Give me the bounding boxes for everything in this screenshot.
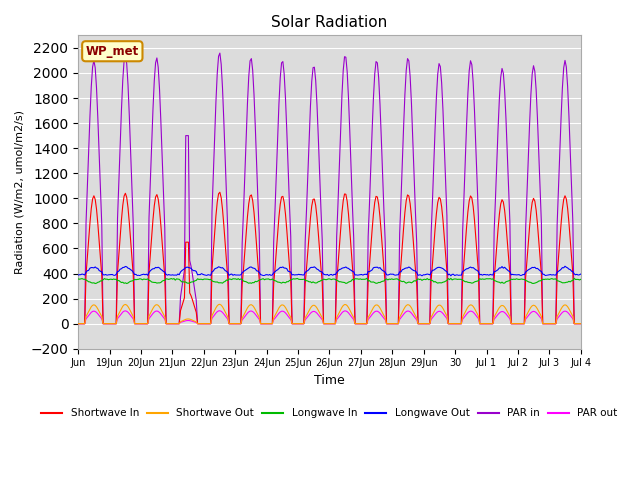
Legend: Shortwave In, Shortwave Out, Longwave In, Longwave Out, PAR in, PAR out: Shortwave In, Shortwave Out, Longwave In… [37,404,621,422]
Y-axis label: Radiation (W/m2, umol/m2/s): Radiation (W/m2, umol/m2/s) [15,110,25,274]
X-axis label: Time: Time [314,374,345,387]
Title: Solar Radiation: Solar Radiation [271,15,388,30]
Text: WP_met: WP_met [86,45,139,58]
